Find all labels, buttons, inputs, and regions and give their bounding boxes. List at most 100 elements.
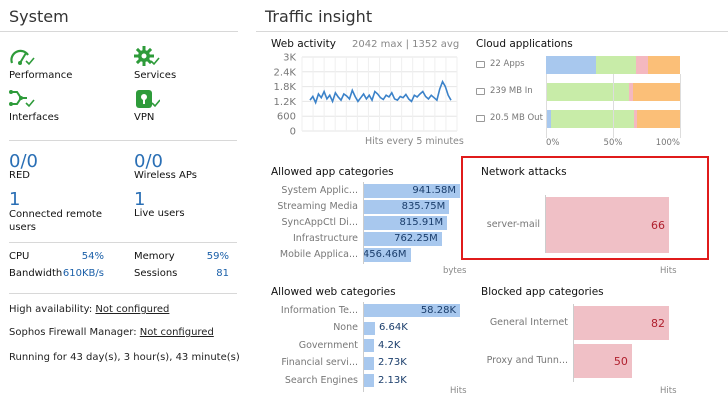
high-availability-link[interactable]: Not configured	[95, 304, 170, 315]
vpn-lock-icon	[136, 90, 160, 108]
bar-mark	[546, 197, 669, 253]
y-tick-label: 600	[277, 112, 296, 123]
cloud-x-tick	[680, 74, 681, 138]
axis-line	[363, 182, 364, 264]
bar-mark	[364, 356, 374, 370]
cloud-bar-segment	[633, 83, 680, 101]
allowed-web-title: Allowed web categories	[271, 286, 396, 298]
network-attacks-title: Network attacks	[481, 166, 567, 178]
system-divider-3	[9, 293, 237, 294]
traffic-title: Traffic insight	[265, 7, 373, 26]
allowed-app-unit: bytes	[443, 266, 467, 276]
cloud-row-label: 22 Apps	[490, 59, 525, 69]
category-label: Infrastructure	[292, 233, 358, 244]
allowed-web-unit: Hits	[450, 386, 467, 396]
sfm-row: Sophos Firewall Manager: Not configured	[9, 327, 214, 338]
transfer-icon	[476, 115, 485, 122]
sfm-label: Sophos Firewall Manager:	[9, 327, 137, 338]
stat-cpu-label: CPU	[9, 251, 30, 262]
counter-value: 1	[134, 189, 146, 210]
y-tick-label: 1.2K	[274, 97, 297, 108]
stat-sessions-value: 81	[216, 268, 229, 279]
cloud-x-tick-label: 0%	[546, 138, 560, 148]
web-activity-title: Web activity	[271, 38, 336, 50]
bar-value-label: 58.28K	[420, 304, 456, 316]
status-label: Performance	[9, 70, 73, 81]
bar-value-label: 82	[651, 317, 665, 330]
high-availability-row: High availability: Not configured	[9, 304, 169, 315]
axis-line	[573, 304, 574, 382]
counter-label: RED	[9, 170, 30, 181]
network-attacks-chart: server-mail 66	[470, 190, 700, 260]
bar-value-label: 762.25M	[394, 233, 438, 244]
bar-mark	[364, 232, 442, 246]
cloud-x-tick	[613, 74, 614, 138]
counter-label: Connected remote users	[9, 209, 103, 233]
network-attacks-unit: Hits	[660, 266, 677, 276]
web-activity-series-line	[309, 79, 452, 105]
allowed-web-chart: Information Te... 58.28K None 6.64K Governme…	[262, 300, 467, 392]
counter-remote-users[interactable]: 1 Connected remote users	[9, 189, 119, 234]
cloud-row-label: 239 MB In	[490, 86, 533, 96]
bar-value-label: 835.75M	[401, 201, 446, 212]
cloud-bar-segment	[595, 56, 636, 74]
cloud-row-label: 20.5 MB Out	[490, 113, 543, 123]
category-label: Financial servi...	[281, 357, 358, 368]
network-attacks-highlight	[461, 156, 709, 260]
stat-memory-label: Memory	[134, 251, 175, 262]
category-label: General Internet	[489, 317, 568, 328]
y-tick-label: 1.8K	[274, 82, 297, 93]
gear-icon	[134, 46, 160, 66]
category-label: System Applic...	[281, 185, 358, 196]
system-title: System	[9, 7, 69, 26]
interfaces-icon	[9, 90, 35, 108]
category-label: SyncAppCtl Di...	[281, 217, 359, 228]
cloud-bar-segment	[546, 110, 552, 128]
traffic-header-divider	[256, 31, 728, 32]
bar-mark	[364, 339, 374, 352]
cloud-bar-segment	[629, 83, 634, 101]
bar-mark	[364, 374, 374, 387]
web-activity-summary: 2042 max | 1352 avg	[352, 39, 460, 50]
bar-value-label: 50	[613, 355, 628, 368]
status-interfaces[interactable]: Interfaces	[9, 88, 119, 128]
y-tick-label: 3K	[283, 53, 296, 64]
cloud-row-bar	[546, 56, 680, 74]
stat-bandwidth-label: Bandwidth	[9, 268, 63, 279]
cloud-x-tick-label: 50%	[603, 138, 623, 148]
cloud-bar-segment	[546, 83, 630, 101]
counter-live-users[interactable]: 1 Live users	[134, 189, 185, 219]
allowed-app-title: Allowed app categories	[271, 166, 394, 178]
high-availability-label: High availability:	[9, 304, 93, 315]
system-divider-1	[9, 140, 237, 141]
y-tick-label: 0	[290, 127, 296, 138]
status-label: VPN	[134, 112, 155, 123]
counter-red[interactable]: 0/0 RED	[9, 151, 38, 181]
cloud-bar-segment	[635, 56, 648, 74]
bar-value-label: 941.58M	[412, 185, 456, 196]
bar-mark	[364, 216, 448, 230]
status-services[interactable]: Services	[134, 46, 234, 86]
status-performance[interactable]: Performance	[9, 46, 119, 86]
sfm-link[interactable]: Not configured	[139, 327, 214, 338]
category-label: Search Engines	[284, 374, 358, 386]
category-label: Information Te...	[280, 304, 358, 316]
blocked-app-chart: General Internet 82 Proxy and Tunn... 50	[470, 302, 700, 387]
category-label: None	[333, 322, 358, 333]
status-vpn[interactable]: VPN	[134, 88, 234, 128]
bar-mark	[574, 344, 632, 378]
category-label: Proxy and Tunn...	[486, 355, 568, 366]
stat-cpu-value: 54%	[81, 251, 104, 262]
bar-value-label: 815.91M	[399, 217, 444, 228]
bar-mark	[364, 184, 460, 198]
counter-value: 0/0	[134, 151, 163, 172]
bar-mark	[364, 248, 411, 262]
performance-icon	[10, 49, 35, 66]
blocked-app-title: Blocked app categories	[481, 286, 604, 298]
cloud-apps-title: Cloud applications	[476, 38, 573, 50]
counter-wireless-aps[interactable]: 0/0 Wireless APs	[134, 151, 197, 181]
system-divider-2	[9, 242, 237, 243]
cloud-row-bar	[546, 83, 680, 101]
cloud-bar-segment	[551, 110, 635, 128]
allowed-app-chart: System Applic... 941.58M Streaming Media 83…	[262, 180, 467, 270]
